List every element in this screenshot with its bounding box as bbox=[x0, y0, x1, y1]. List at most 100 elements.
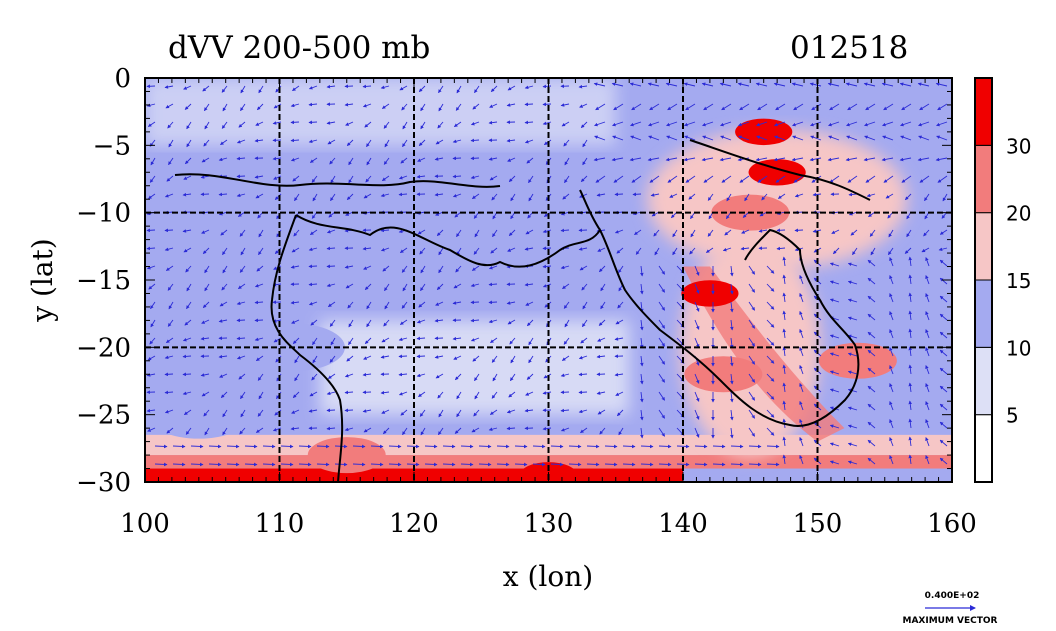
x-tick-label: 140 bbox=[658, 509, 708, 539]
wind-vector bbox=[648, 121, 660, 127]
wind-vector bbox=[868, 211, 876, 218]
wind-vector bbox=[254, 283, 264, 288]
field-band bbox=[319, 320, 630, 415]
wind-vector bbox=[272, 121, 282, 125]
wind-vector bbox=[847, 175, 858, 183]
wind-vector bbox=[474, 229, 480, 238]
wind-vector bbox=[316, 444, 330, 449]
wind-vector bbox=[526, 319, 534, 327]
wind-vector bbox=[684, 135, 696, 141]
x-tick-label: 150 bbox=[793, 509, 843, 539]
wind-vector bbox=[240, 391, 246, 400]
wind-vector bbox=[262, 462, 276, 467]
wind-vector bbox=[586, 462, 600, 467]
wind-vector bbox=[863, 157, 876, 162]
wind-vector bbox=[578, 355, 588, 360]
wind-vector bbox=[203, 139, 210, 147]
wind-vector bbox=[791, 82, 804, 87]
wind-vector bbox=[398, 337, 408, 342]
wind-vector bbox=[640, 462, 654, 467]
wind-vector bbox=[172, 462, 186, 467]
wind-vector bbox=[616, 247, 624, 254]
wind-vector bbox=[344, 408, 354, 413]
wind-vector bbox=[236, 139, 246, 144]
wind-vector bbox=[348, 337, 354, 346]
wind-vector bbox=[550, 462, 564, 467]
wind-vector bbox=[474, 373, 480, 382]
wind-vector bbox=[452, 139, 462, 144]
wind-vector bbox=[254, 318, 264, 323]
wind-vector bbox=[919, 103, 930, 111]
wind-vector bbox=[506, 138, 516, 143]
wind-vector bbox=[885, 193, 894, 199]
x-tick-label: 110 bbox=[255, 509, 305, 539]
wind-vector bbox=[434, 355, 444, 359]
wind-vector bbox=[640, 337, 644, 349]
wind-vector bbox=[438, 85, 444, 94]
wind-vector bbox=[618, 427, 624, 436]
wind-vector bbox=[613, 175, 624, 183]
wind-vector bbox=[150, 301, 156, 310]
wind-vector bbox=[847, 406, 858, 411]
wind-vector bbox=[347, 301, 354, 309]
wind-vector bbox=[665, 157, 678, 162]
wind-vector bbox=[240, 103, 246, 112]
wind-vector bbox=[614, 337, 624, 341]
wind-vector bbox=[292, 337, 300, 345]
wind-vector bbox=[761, 193, 768, 201]
wind-vector bbox=[186, 301, 192, 310]
wind-vector bbox=[694, 391, 700, 402]
wind-vector bbox=[865, 175, 876, 183]
wind-vector bbox=[581, 283, 588, 291]
wind-vector bbox=[867, 403, 876, 411]
wind-vector bbox=[582, 139, 588, 148]
wind-vector bbox=[453, 283, 462, 289]
wind-vector bbox=[561, 121, 570, 127]
wind-vector bbox=[939, 313, 948, 321]
wind-vector bbox=[615, 319, 624, 325]
wind-vector bbox=[388, 462, 402, 467]
wind-vector bbox=[595, 103, 606, 111]
wind-vector bbox=[847, 298, 858, 303]
wind-vector bbox=[596, 193, 606, 197]
wind-vector bbox=[936, 135, 948, 141]
wind-vector bbox=[226, 462, 240, 467]
wind-vector bbox=[684, 121, 696, 127]
x-axis-label: x (lon) bbox=[503, 560, 593, 593]
wind-vector bbox=[166, 427, 174, 434]
wind-vector bbox=[847, 103, 858, 111]
wind-vector bbox=[658, 373, 665, 383]
colorbar-swatch bbox=[974, 279, 993, 348]
wind-vector bbox=[799, 292, 804, 303]
wind-vector bbox=[400, 157, 408, 164]
wind-vector bbox=[380, 355, 390, 359]
wind-vector bbox=[908, 454, 912, 465]
wind-vector bbox=[328, 211, 336, 218]
wind-vector bbox=[560, 211, 570, 216]
wind-vector bbox=[730, 319, 734, 331]
wind-vector bbox=[600, 301, 606, 310]
wind-vector bbox=[766, 373, 775, 382]
colorbar-swatch bbox=[974, 414, 993, 483]
grid-lines bbox=[145, 78, 952, 482]
wind-vector bbox=[721, 103, 732, 111]
wind-vector bbox=[510, 193, 516, 202]
wind-vector bbox=[881, 82, 894, 87]
wind-vector bbox=[258, 229, 264, 238]
wind-vector bbox=[488, 319, 498, 324]
wind-vector bbox=[488, 300, 498, 305]
wind-vector bbox=[582, 319, 588, 328]
wind-vector bbox=[598, 265, 606, 273]
wind-vector bbox=[398, 175, 408, 180]
wind-vector bbox=[882, 121, 894, 127]
wind-vector bbox=[418, 139, 426, 147]
wind-vector bbox=[346, 193, 354, 201]
coastline bbox=[270, 189, 860, 482]
colorbar-frame bbox=[974, 77, 993, 483]
wind-vector bbox=[617, 301, 624, 309]
wind-vector bbox=[799, 364, 804, 375]
wind-vector bbox=[611, 82, 624, 87]
wind-vector bbox=[312, 337, 318, 346]
wind-vector bbox=[908, 310, 912, 321]
wind-vector bbox=[364, 283, 372, 291]
